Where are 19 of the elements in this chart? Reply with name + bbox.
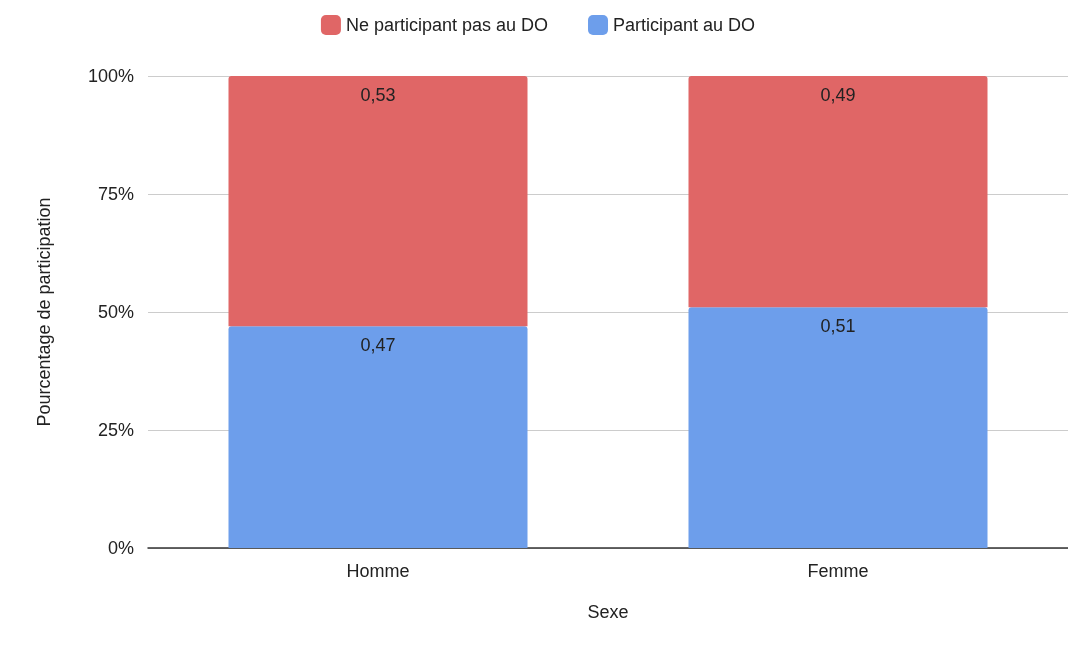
y-tick-label: 75% <box>97 184 134 204</box>
y-tick-label: 50% <box>97 302 134 322</box>
x-tick-label: Homme <box>346 561 410 581</box>
bar <box>228 76 528 327</box>
y-axis-title: Pourcentage de participation <box>34 197 54 427</box>
x-axis-title: Sexe <box>587 602 629 622</box>
data-label: 0,51 <box>820 316 856 337</box>
y-tick-label: 0% <box>107 538 134 558</box>
legend-label: Participant au DO <box>613 15 756 35</box>
bar <box>688 307 988 548</box>
data-label: 0,53 <box>360 85 396 105</box>
legend-label: Ne participant pas au DO <box>345 15 549 35</box>
y-tick-label: 25% <box>97 420 134 440</box>
bar <box>688 76 988 308</box>
bar <box>228 326 528 548</box>
data-label: 0,49 <box>820 85 856 105</box>
y-tick-label: 100% <box>87 66 134 86</box>
data-label: 0,47 <box>360 335 396 356</box>
x-tick-label: Femme <box>807 561 869 581</box>
